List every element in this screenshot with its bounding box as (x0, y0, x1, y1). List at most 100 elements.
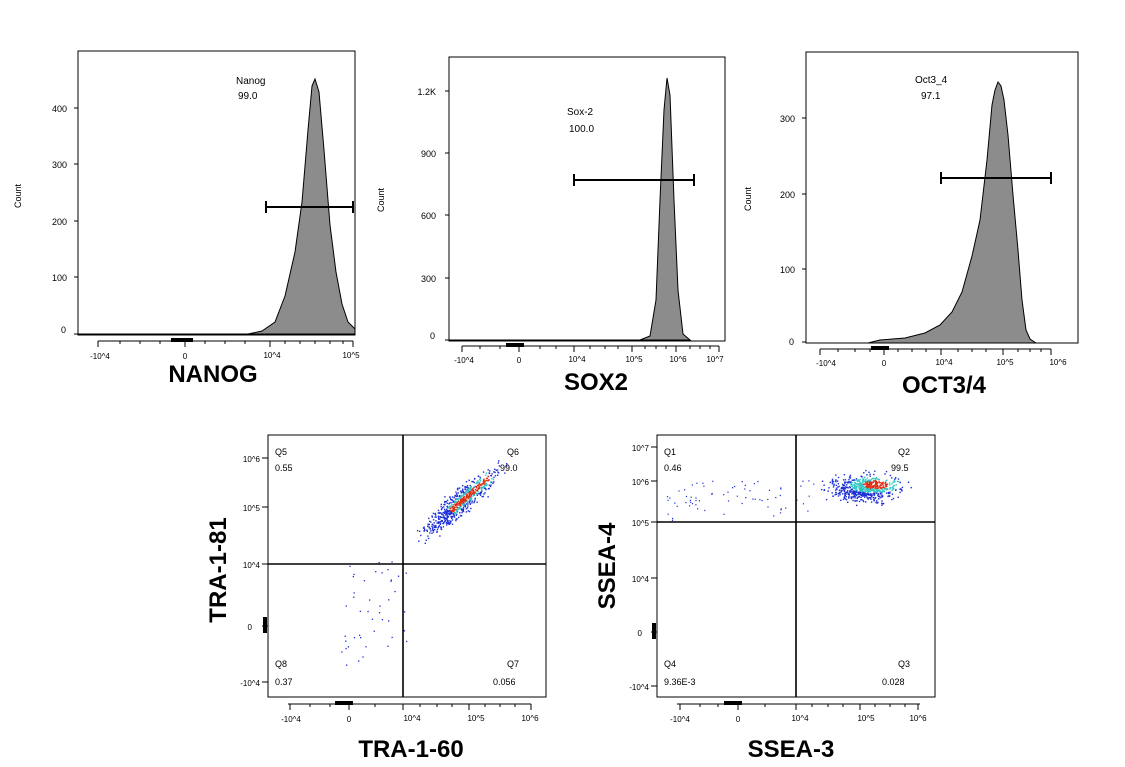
gate-marker (573, 174, 695, 186)
axis-break-mark (652, 623, 656, 639)
event-dot (462, 491, 464, 493)
event-dot (492, 478, 495, 481)
event-dot (431, 515, 433, 517)
event-dot (353, 573, 355, 576)
event-dot (848, 478, 850, 481)
event-dot (851, 479, 853, 481)
event-dot (853, 479, 855, 481)
event-dot (462, 506, 465, 509)
event-dot (492, 482, 494, 485)
event-dot (875, 479, 877, 482)
event-dot (889, 492, 891, 494)
event-dot (873, 485, 875, 487)
event-dot (369, 599, 371, 601)
event-dot (856, 480, 858, 483)
event-dot (462, 501, 465, 503)
event-dot (892, 481, 895, 483)
event-dot (711, 493, 713, 495)
event-dot (888, 482, 891, 484)
event-dot (441, 513, 443, 516)
event-dot (473, 501, 475, 504)
event-dot (837, 493, 839, 495)
event-dot (468, 490, 471, 492)
event-dot (440, 526, 442, 528)
event-dot (479, 492, 482, 495)
event-dot (470, 487, 472, 490)
event-dot (485, 482, 487, 485)
event-dot (876, 489, 878, 491)
event-dot (445, 509, 447, 512)
event-dot (887, 488, 889, 491)
event-dot (479, 477, 481, 480)
event-dot (853, 492, 855, 494)
event-dot (441, 506, 444, 509)
event-dot (866, 483, 869, 485)
event-dot (476, 489, 478, 492)
event-dot (868, 471, 870, 473)
y-ticks: 0 100 200 300 400 (52, 104, 67, 335)
scatter-tra160-tra181: Q5 0.55 Q6 99.0 Q7 0.056 Q8 0.37 -10^4 0… (205, 434, 547, 763)
event-dot (802, 480, 804, 482)
event-dot (845, 496, 847, 498)
event-dot (757, 481, 759, 483)
event-dot (881, 494, 883, 496)
event-dot (449, 513, 451, 515)
event-dot (479, 494, 482, 496)
event-dot (491, 477, 493, 480)
event-dot (753, 483, 755, 485)
event-dot (406, 640, 408, 643)
event-dot (460, 502, 462, 504)
event-dot (854, 497, 856, 499)
x-tick-label: 10^7 (706, 355, 724, 364)
event-dot (856, 479, 858, 482)
event-dot (473, 493, 475, 495)
event-dot (867, 486, 869, 488)
event-dot (884, 473, 886, 475)
event-dot (871, 477, 874, 480)
event-dot (416, 530, 419, 532)
event-dot (485, 472, 488, 474)
event-dot (856, 489, 858, 492)
event-dot (860, 498, 862, 501)
event-dot (883, 488, 886, 490)
event-dot (450, 515, 452, 518)
event-dot (485, 485, 487, 487)
event-dot (451, 496, 454, 498)
event-dot (462, 504, 464, 506)
event-dot (844, 482, 846, 485)
event-dot (452, 504, 455, 506)
event-dot (444, 496, 446, 498)
event-dot (867, 480, 870, 482)
event-dot (445, 522, 448, 524)
event-dot (472, 489, 474, 491)
event-dot (849, 490, 851, 492)
event-dot (435, 524, 437, 527)
event-dot (829, 481, 831, 484)
event-dot (891, 489, 893, 492)
event-dot (456, 508, 459, 510)
event-dot (848, 497, 850, 499)
event-dot (465, 500, 467, 502)
event-dot (439, 523, 441, 525)
event-dot (485, 474, 487, 476)
x-tick-label: 0 (517, 356, 522, 365)
event-dot (857, 493, 859, 495)
event-dot (910, 486, 912, 489)
event-dot (879, 487, 882, 489)
event-dot (497, 471, 499, 473)
event-dot (892, 487, 894, 489)
event-dot (867, 485, 869, 487)
event-dot (497, 474, 499, 476)
event-dot (867, 487, 869, 489)
quadrant-name: Q3 (898, 659, 910, 669)
event-dot (479, 476, 481, 479)
event-dot (466, 499, 468, 501)
event-dot (873, 473, 875, 476)
event-dot (458, 506, 460, 509)
event-dot (808, 480, 810, 482)
event-dot (444, 501, 446, 504)
event-dot (870, 489, 873, 491)
event-dot (353, 592, 355, 594)
event-dot (854, 486, 856, 488)
event-dot (871, 495, 873, 497)
